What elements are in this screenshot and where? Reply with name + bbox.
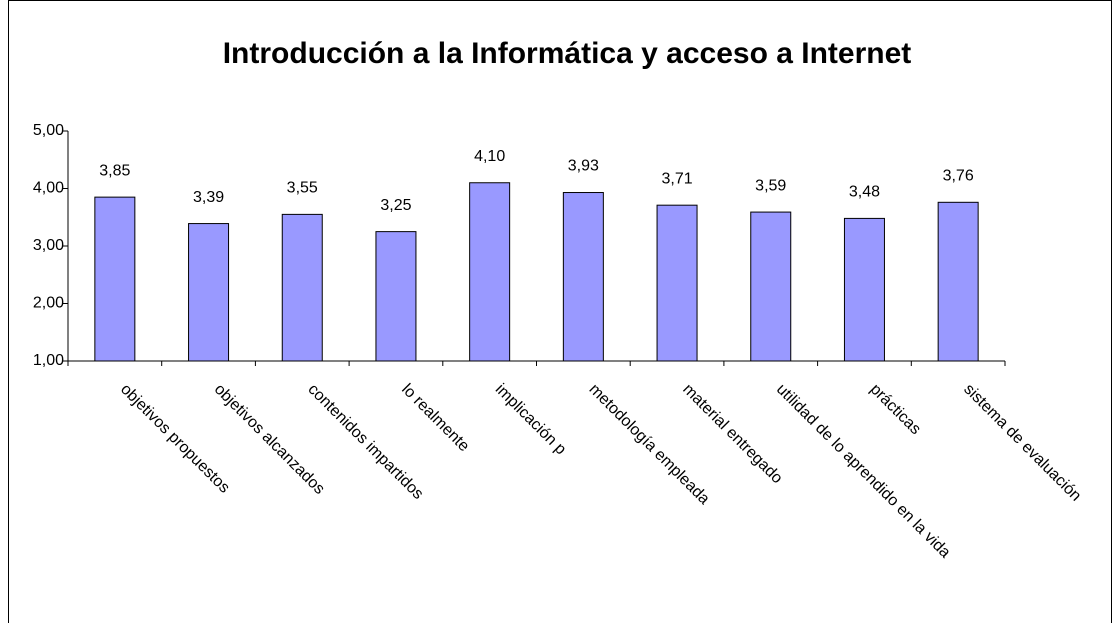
value-label: 4,10	[474, 148, 505, 165]
value-label: 3,93	[568, 158, 599, 175]
bar	[94, 196, 136, 362]
value-label: 3,48	[849, 184, 880, 201]
bar	[188, 223, 230, 362]
bar	[281, 213, 323, 362]
y-tick-label: 4,00	[33, 180, 64, 197]
y-tick-label: 1,00	[33, 352, 64, 369]
value-label: 3,25	[380, 197, 411, 214]
bar	[750, 211, 792, 362]
bar	[937, 201, 979, 362]
bar	[375, 231, 417, 362]
bar	[469, 182, 511, 362]
y-tick-label: 3,00	[33, 237, 64, 254]
bar	[562, 192, 604, 362]
bar	[843, 217, 885, 362]
y-tick-label: 5,00	[33, 122, 64, 139]
y-tick-label: 2,00	[33, 295, 64, 312]
value-label: 3,59	[755, 177, 786, 194]
bar	[656, 204, 698, 362]
chart-title: Introducción a la Informática y acceso a…	[223, 37, 912, 70]
value-label: 3,85	[99, 162, 130, 179]
value-label: 3,71	[661, 170, 692, 187]
value-label: 3,55	[287, 180, 318, 197]
value-label: 3,39	[193, 189, 224, 206]
value-label: 3,76	[943, 168, 974, 185]
